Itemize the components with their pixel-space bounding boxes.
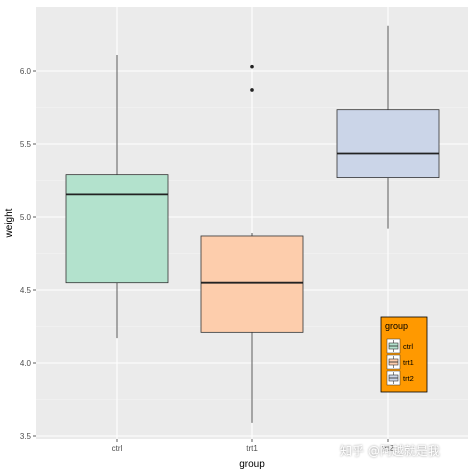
box-body [336,109,440,178]
box-body [65,174,169,284]
legend-label-trt1: trt1 [403,358,414,367]
y-tick-label: 5.0 [20,213,32,222]
legend-label-ctrl: ctrl [403,342,413,351]
x-tick-label: trt1 [246,444,258,453]
outlier-point [250,88,254,92]
boxes-layer [65,25,440,423]
y-tick-label: 6.0 [20,67,32,76]
box-body [200,235,304,333]
x-tick-label: trt2 [382,444,394,453]
x-axis-title: group [239,459,265,470]
y-tick-label: 4.0 [20,359,32,368]
outlier-point [250,64,254,69]
legend-key-trt1 [386,354,401,370]
y-axis-title: weight [4,208,15,238]
watermark: 知乎 @阿越就是我 [340,444,440,458]
y-tick-label: 4.5 [20,286,32,295]
legend: group ctrl trt1 trt2 [380,316,428,393]
legend-label-trt2: trt2 [403,374,414,383]
box-trt2 [336,25,440,229]
legend-key-trt2 [386,370,401,386]
box-ctrl [65,54,169,339]
box-trt1 [200,64,304,423]
x-axis: ctrl trt1 trt2 [112,439,394,453]
legend-key-ctrl [386,338,401,354]
y-tick-label: 5.5 [20,140,32,149]
legend-title: group [385,321,408,331]
x-tick-label: ctrl [112,444,123,453]
y-tick-label: 3.5 [20,432,32,441]
y-axis: 3.5 4.0 4.5 5.0 5.5 6.0 [20,67,36,441]
